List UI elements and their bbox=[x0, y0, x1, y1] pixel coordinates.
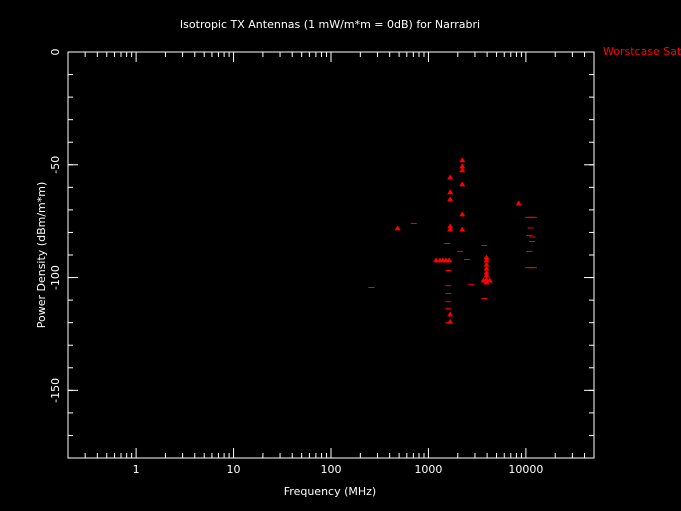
point bbox=[459, 163, 466, 169]
point bbox=[483, 269, 490, 275]
point bbox=[447, 311, 454, 317]
y-axis-label: Power Density (dBm/m*m) bbox=[35, 182, 48, 329]
point bbox=[483, 279, 490, 285]
y-tick-label: -100 bbox=[49, 265, 62, 290]
y-tick-label: -50 bbox=[49, 156, 62, 174]
point bbox=[446, 257, 453, 263]
point bbox=[394, 225, 401, 231]
x-tick-label: 10 bbox=[227, 463, 241, 476]
point bbox=[483, 257, 490, 263]
x-tick-label: 100 bbox=[321, 463, 342, 476]
point bbox=[459, 181, 466, 187]
point bbox=[483, 265, 490, 271]
point bbox=[447, 174, 454, 180]
point bbox=[447, 189, 454, 195]
point bbox=[447, 196, 454, 202]
point bbox=[459, 211, 466, 217]
point bbox=[447, 226, 454, 232]
point bbox=[459, 226, 466, 232]
x-tick-label: 1000 bbox=[414, 463, 442, 476]
x-tick-label: 1 bbox=[133, 463, 140, 476]
x-tick-label: 10000 bbox=[508, 463, 543, 476]
point bbox=[483, 261, 490, 267]
point bbox=[433, 257, 440, 263]
point bbox=[515, 200, 522, 206]
point bbox=[483, 272, 490, 278]
point bbox=[447, 223, 454, 229]
point bbox=[459, 167, 466, 173]
point bbox=[486, 277, 493, 283]
chart-title: Isotropic TX Antennas (1 mW/m*m = 0dB) f… bbox=[180, 18, 480, 31]
y-tick-label: 0 bbox=[49, 49, 62, 56]
point bbox=[483, 254, 490, 260]
x-axis-label: Frequency (MHz) bbox=[284, 485, 376, 498]
legend-label: Worstcase Sats bbox=[603, 45, 681, 58]
y-tick-label: -150 bbox=[49, 378, 62, 403]
point bbox=[480, 277, 487, 283]
point bbox=[459, 157, 466, 163]
